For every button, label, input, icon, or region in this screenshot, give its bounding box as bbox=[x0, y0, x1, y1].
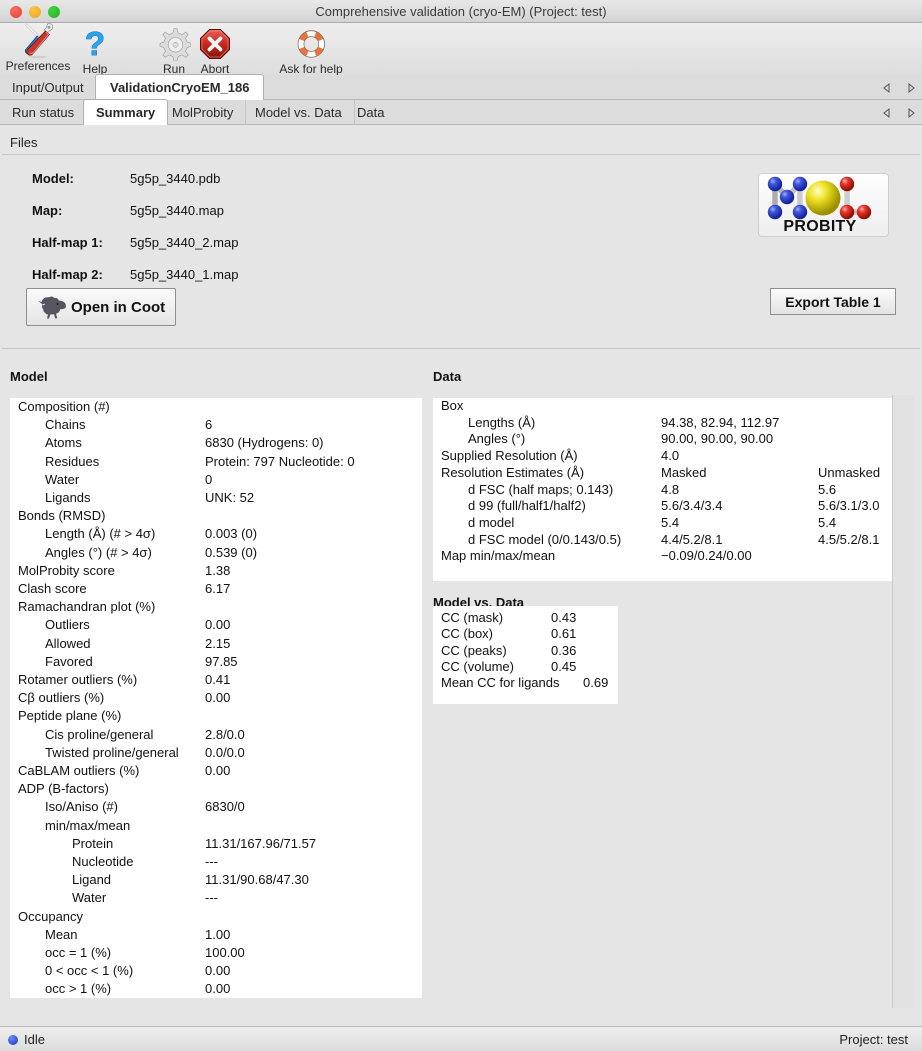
svg-text:PROBITY: PROBITY bbox=[783, 218, 856, 235]
svg-text:?: ? bbox=[85, 28, 105, 60]
